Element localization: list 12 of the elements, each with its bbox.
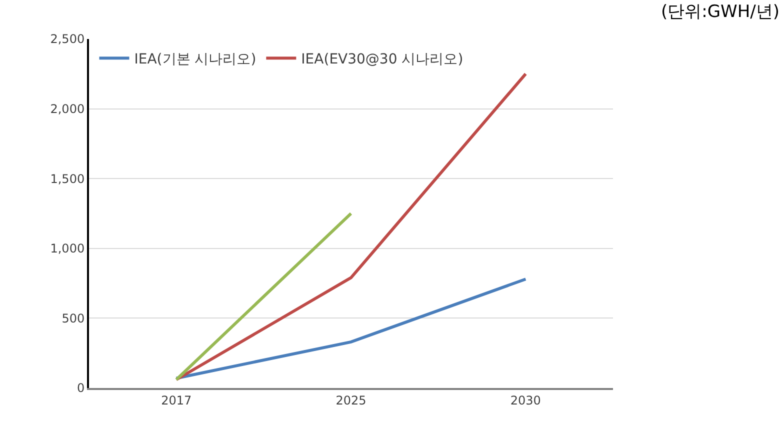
legend-label: IEA(기본 시나리오): [134, 52, 256, 68]
text: (단위:GWH/년): [661, 2, 780, 22]
x-tick-label: 2017: [161, 393, 192, 408]
y-tick-label: 2,000: [50, 102, 85, 116]
legend-label: IEA(EV30@30 시나리오): [301, 52, 464, 68]
x-tick-label: 2025: [336, 393, 366, 408]
y-tick-label: 1,000: [50, 242, 85, 256]
x-tick-label: 2030: [510, 393, 541, 408]
y-tick-label: 2,500: [50, 32, 85, 46]
y-tick-label: 1,500: [50, 172, 85, 186]
y-tick-label: 500: [62, 311, 85, 326]
y-tick-label: 0: [76, 381, 85, 396]
